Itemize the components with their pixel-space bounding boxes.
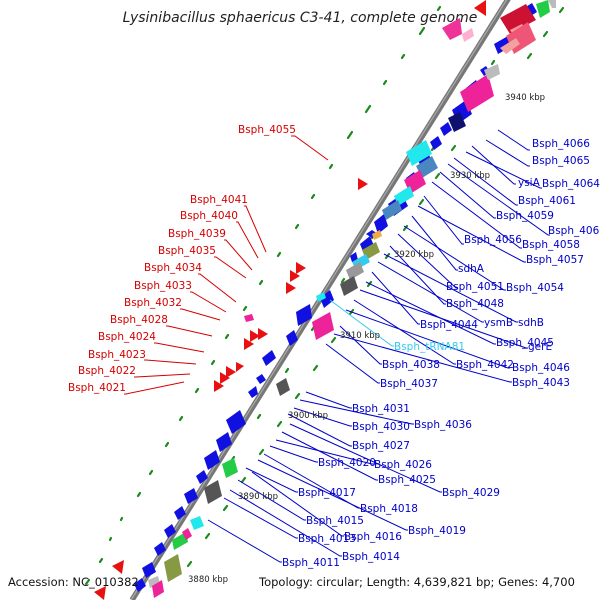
- gene-label: Bsph_4064: [542, 178, 600, 190]
- gene-label: Bsph_4036: [414, 419, 472, 431]
- gene-label: Bsph_4045: [496, 337, 554, 349]
- gene-label: Bsph_4030: [352, 421, 410, 433]
- gene-label: Bsph_4021: [68, 382, 126, 394]
- left-gene-labels: Bsph_4055 Bsph_4041 Bsph_4040 Bsph_4039 …: [68, 124, 296, 394]
- gene-label: Bsph_4018: [360, 503, 418, 515]
- gene-label: Bsph_4057: [526, 254, 584, 266]
- gene-label: Bsph_4029: [442, 487, 500, 499]
- gene-label: Bsph_4046: [512, 362, 570, 374]
- topology-text: Topology: circular; Length: 4,639,821 bp…: [258, 575, 575, 589]
- gene-label: Bsph_4034: [144, 262, 202, 274]
- gene-label: Bsph_4022: [78, 365, 136, 377]
- gene-label: Bsph_4043: [512, 377, 570, 389]
- gc-skew-track: [84, 5, 565, 586]
- gene-label: Bsph_4055: [238, 124, 296, 136]
- gene-label: Bsph_4066: [532, 138, 590, 150]
- gene-label: Bsph_4020: [318, 457, 376, 469]
- tick-label: 3890 kbp: [238, 492, 278, 502]
- right-leader-lines: [207, 129, 550, 563]
- gene-label: Bsph_4016: [344, 531, 402, 543]
- feature-blocks: [148, 0, 556, 598]
- gene-label: Bsph_4028: [110, 314, 168, 326]
- gene-label: Bsph_4058: [522, 239, 580, 251]
- gene-label: Bsph_4017: [298, 487, 356, 499]
- tick-label: 3930 kbp: [450, 171, 490, 181]
- gene-label: Bsph_4044: [420, 319, 478, 331]
- gene-label: Bsph_4054: [506, 282, 564, 294]
- gene-label: Bsph_4011: [282, 557, 340, 569]
- gene-label: Bsph_4015: [306, 515, 364, 527]
- gene-label: ysmB: [484, 317, 513, 329]
- gene-label: sdhA: [458, 263, 485, 275]
- gene-label: Bsph_4014: [342, 551, 400, 563]
- gene-label: Bsph_4041: [190, 194, 248, 206]
- gene-label: Bsph_4060: [548, 225, 600, 237]
- gene-label: Bsph_4061: [518, 195, 576, 207]
- tick-label: 3920 kbp: [394, 250, 434, 260]
- gene-label: Bsph_4025: [378, 474, 436, 486]
- gene-label: Bsph_4065: [532, 155, 590, 167]
- gene-label: Bsph_4024: [98, 331, 156, 343]
- accession-text: Accession: NC_010382: [8, 575, 139, 589]
- gene-label: Bsph_4037: [380, 378, 438, 390]
- gene-label: Bsph_4032: [124, 297, 182, 309]
- reverse-strand-genes: [94, 0, 486, 600]
- gene-label: Bsph_4039: [168, 228, 226, 240]
- gene-label: Bsph_4059: [496, 210, 554, 222]
- gene-label: Bsph_4038: [382, 359, 440, 371]
- gene-label: Bsph_4040: [180, 210, 238, 222]
- gene-label: ysiA: [518, 177, 541, 189]
- tick-label: 3900 kbp: [288, 411, 328, 421]
- gene-label: gerE: [528, 341, 552, 353]
- gene-label: Bsph_4031: [352, 403, 410, 415]
- right-gene-labels: Bsph_4066 Bsph_4065 ysiA Bsph_4064 Bsph_…: [282, 138, 600, 569]
- gene-label: Bsph_4026: [374, 459, 432, 471]
- tick-label: 3940 kbp: [505, 93, 545, 103]
- gene-label: Bsph_4023: [88, 349, 146, 361]
- gene-label: Bsph_4051: [446, 281, 504, 293]
- tick-label: 3910 kbp: [340, 331, 380, 341]
- gene-label: sdhB: [518, 317, 544, 329]
- gene-label: Bsph_4042: [456, 359, 514, 371]
- gene-label: Bsph_4027: [352, 440, 410, 452]
- gene-label: Bsph_4033: [134, 280, 192, 292]
- gene-label: Bsph_4048: [446, 298, 504, 310]
- map-title: Lysinibacillus sphaericus C3-41, complet…: [123, 10, 478, 26]
- gene-label: Bsph_4056: [464, 234, 522, 246]
- gene-label: Bsph_4019: [408, 525, 466, 537]
- left-leader-lines: [124, 135, 329, 395]
- gene-label: Bsph_tRNA81: [394, 341, 465, 353]
- gene-label: Bsph_4013: [298, 533, 356, 545]
- gene-label: Bsph_4035: [158, 245, 216, 257]
- tick-label: 3880 kbp: [188, 575, 228, 585]
- kbp-ticks: 3880 kbp 3890 kbp 3900 kbp 3910 kbp 3920…: [188, 93, 545, 585]
